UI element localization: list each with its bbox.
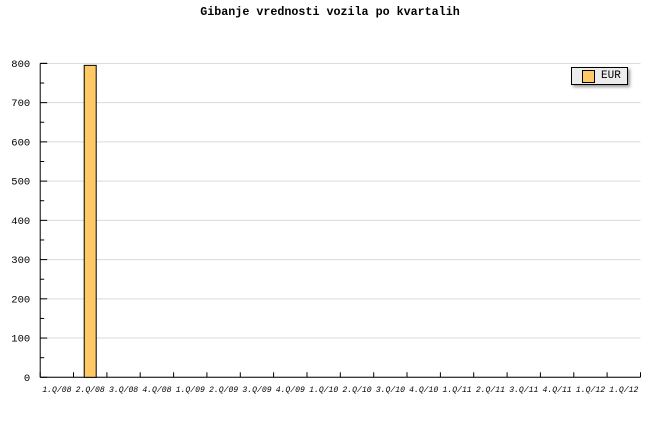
svg-text:4.Q/08: 4.Q/08 bbox=[142, 386, 171, 395]
svg-text:4.Q/10: 4.Q/10 bbox=[409, 386, 438, 395]
svg-text:200: 200 bbox=[11, 294, 30, 306]
svg-text:3.Q/10: 3.Q/10 bbox=[376, 386, 405, 395]
svg-text:2.Q/09: 2.Q/09 bbox=[209, 386, 238, 395]
svg-text:1.Q/12: 1.Q/12 bbox=[576, 386, 605, 395]
svg-text:3.Q/11: 3.Q/11 bbox=[509, 386, 538, 395]
svg-text:300: 300 bbox=[11, 255, 30, 267]
svg-text:1.Q/09: 1.Q/09 bbox=[176, 386, 205, 395]
svg-text:800: 800 bbox=[11, 59, 30, 71]
svg-text:1.Q/10: 1.Q/10 bbox=[309, 386, 338, 395]
svg-text:3.Q/08: 3.Q/08 bbox=[109, 386, 138, 395]
svg-text:700: 700 bbox=[11, 98, 30, 110]
svg-text:1.Q/12: 1.Q/12 bbox=[609, 386, 638, 395]
svg-text:3.Q/09: 3.Q/09 bbox=[242, 386, 271, 395]
svg-text:2.Q/08: 2.Q/08 bbox=[76, 386, 105, 395]
svg-text:500: 500 bbox=[11, 177, 30, 189]
svg-text:400: 400 bbox=[11, 216, 30, 228]
svg-text:100: 100 bbox=[11, 334, 30, 346]
svg-text:1.Q/08: 1.Q/08 bbox=[42, 386, 71, 395]
svg-text:2.Q/10: 2.Q/10 bbox=[342, 386, 371, 395]
svg-text:0: 0 bbox=[24, 373, 30, 385]
svg-text:4.Q/11: 4.Q/11 bbox=[543, 386, 572, 395]
svg-text:4.Q/09: 4.Q/09 bbox=[276, 386, 305, 395]
svg-text:2.Q/11: 2.Q/11 bbox=[476, 386, 505, 395]
svg-text:600: 600 bbox=[11, 137, 30, 149]
svg-text:1.Q/11: 1.Q/11 bbox=[443, 386, 472, 395]
